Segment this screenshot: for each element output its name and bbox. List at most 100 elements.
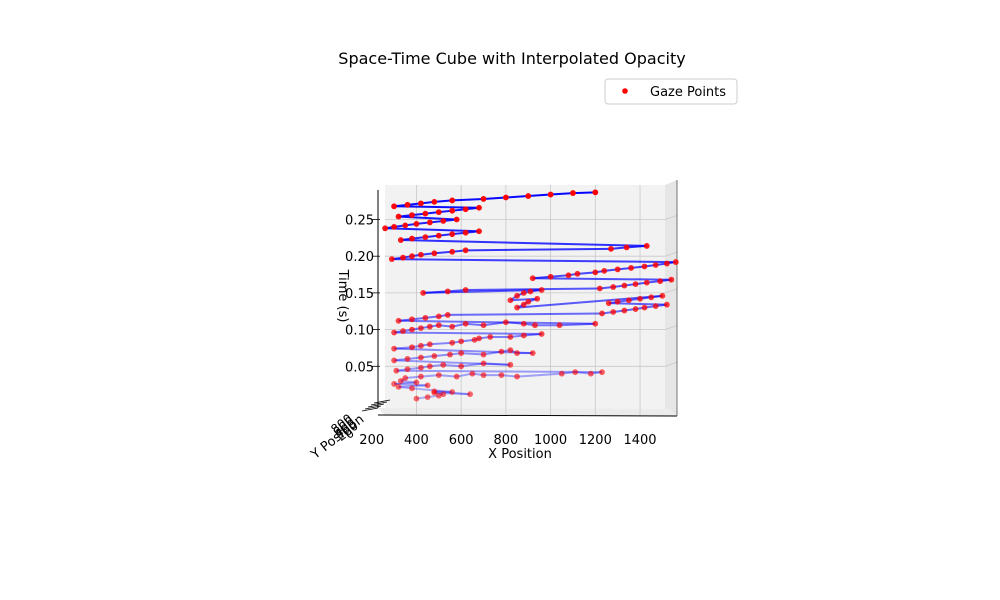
gaze-point xyxy=(422,234,429,241)
x-tick-label: 600 xyxy=(449,433,474,448)
gaze-point xyxy=(431,353,438,359)
gaze-point xyxy=(409,344,415,351)
trajectory-segment xyxy=(465,247,611,252)
gaze-point xyxy=(426,323,433,330)
gaze-point xyxy=(388,256,395,263)
gaze-point xyxy=(426,219,433,226)
gaze-point xyxy=(391,329,397,336)
gaze-point xyxy=(424,394,431,401)
gaze-point xyxy=(440,361,447,368)
grid-line-side xyxy=(664,251,678,257)
gaze-point xyxy=(382,225,389,232)
gaze-point xyxy=(431,198,438,205)
gaze-point xyxy=(657,278,664,285)
gaze-point xyxy=(625,297,632,304)
gaze-point xyxy=(637,295,643,302)
trajectory-segment xyxy=(438,374,457,378)
gaze-point xyxy=(424,382,431,389)
trajectory-segment xyxy=(385,227,480,233)
gaze-point xyxy=(418,325,424,332)
gaze-point xyxy=(435,209,442,216)
gaze-point xyxy=(605,300,612,307)
gaze-point xyxy=(663,260,670,267)
z-axis-label: Time (s) xyxy=(335,269,350,323)
gaze-point xyxy=(525,193,532,199)
x-axis-line xyxy=(377,414,678,417)
gaze-point xyxy=(668,276,675,283)
trajectory-segment xyxy=(391,258,676,264)
gaze-point xyxy=(529,350,536,356)
gaze-point xyxy=(418,354,424,361)
trajectory-segment xyxy=(420,374,439,378)
gaze-point xyxy=(462,247,469,254)
gaze-point xyxy=(462,320,469,327)
gaze-point xyxy=(435,372,442,379)
trajectory-segment xyxy=(483,362,511,366)
gaze-point xyxy=(632,281,639,287)
gaze-point xyxy=(532,322,538,329)
trajectory-segment xyxy=(394,382,428,387)
gaze-point xyxy=(507,347,514,354)
trajectory-segment xyxy=(394,381,417,385)
gaze-point xyxy=(498,372,505,379)
trajectory-segment xyxy=(483,196,506,200)
gaze-point xyxy=(449,197,456,204)
trajectory-segment xyxy=(434,199,453,203)
trajectory-segment xyxy=(550,192,574,196)
gaze-point xyxy=(507,297,514,304)
y-tick-mark xyxy=(367,403,385,408)
trajectory-segment xyxy=(550,274,569,278)
trajectory-segment xyxy=(400,239,647,247)
gaze-point xyxy=(476,228,482,235)
gaze-point xyxy=(462,287,469,293)
gaze-point xyxy=(391,223,397,230)
trajectory-segment xyxy=(483,350,502,356)
gaze-point xyxy=(444,312,451,318)
gaze-point xyxy=(648,294,655,301)
gaze-point xyxy=(570,190,576,196)
gaze-point xyxy=(409,326,415,333)
gaze-point xyxy=(413,221,420,227)
gaze-point xyxy=(431,388,438,395)
z-tick-labels: 0.05 0.10 0.15 0.20 0.25 xyxy=(345,214,380,375)
gaze-point xyxy=(520,290,527,296)
gaze-point xyxy=(449,389,456,395)
gaze-point xyxy=(502,319,509,326)
axis-lines xyxy=(377,180,678,417)
gaze-point xyxy=(641,263,648,270)
gaze-point xyxy=(547,191,554,198)
gaze-point xyxy=(592,320,599,327)
gaze-point xyxy=(514,373,520,380)
chart-title: Space-Time Cube with Interpolated Opacit… xyxy=(338,49,685,68)
gaze-point xyxy=(507,334,514,340)
gaze-point xyxy=(435,392,442,399)
gaze-point xyxy=(467,391,474,398)
gaze-point xyxy=(592,189,599,196)
gaze-point xyxy=(659,292,666,299)
grid-line-side xyxy=(664,288,678,294)
trajectory-segment xyxy=(577,271,596,275)
gaze-point xyxy=(413,395,420,402)
gaze-point xyxy=(391,357,397,364)
gaze-point xyxy=(529,275,536,282)
gaze-point xyxy=(514,292,520,299)
gaze-point xyxy=(431,250,438,257)
gaze-point xyxy=(391,345,397,352)
gaze-point xyxy=(449,207,456,214)
gaze-point xyxy=(614,298,621,305)
trajectory-segment xyxy=(447,288,466,293)
trajectory-segment xyxy=(461,352,484,356)
trajectory-segment xyxy=(572,191,596,195)
gaze-point xyxy=(476,204,482,211)
gaze-point xyxy=(621,307,628,314)
gaze-point xyxy=(514,304,520,311)
gaze-point xyxy=(587,370,594,377)
gaze-point xyxy=(520,301,527,308)
z-tick-label: 0.10 xyxy=(345,324,374,339)
gaze-point xyxy=(632,306,639,312)
gaze-point xyxy=(462,206,469,213)
gaze-point xyxy=(418,373,424,380)
gaze-point xyxy=(435,232,442,239)
gaze-point xyxy=(556,322,563,329)
